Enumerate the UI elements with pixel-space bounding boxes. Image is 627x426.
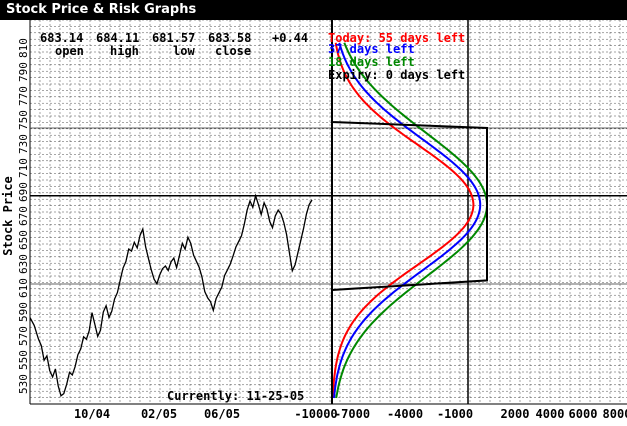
price-line: [29, 193, 313, 397]
high-value: 684.11: [96, 31, 139, 45]
y-tick-label: 690: [17, 182, 30, 202]
risk-series: [331, 42, 488, 399]
risk-curve: [331, 42, 475, 399]
close-value: 683.58: [208, 31, 251, 45]
x-tick-label-time: 02/05: [141, 407, 177, 421]
y-tick-label: 570: [17, 326, 30, 346]
y-tick-label: 630: [17, 254, 30, 274]
x-tick-label-pl: -10000: [294, 407, 337, 421]
y-tick-label: 670: [17, 206, 30, 226]
legend-expiry: Expiry: 0 days left: [328, 68, 465, 82]
y-tick-label: 650: [17, 230, 30, 250]
low-value: 681.57: [152, 31, 195, 45]
change-value: +0.44: [272, 31, 308, 45]
chart-area: 530 550 570 590 610 630 650 670 690 710 730 750 770 7…: [0, 20, 627, 426]
low-label: low: [173, 44, 195, 58]
y-tick-label: 550: [17, 350, 30, 370]
risk-curve: [333, 42, 482, 399]
open-value: 683.14: [40, 31, 83, 45]
y-tick-label: 810: [17, 38, 30, 58]
close-label: close: [215, 44, 251, 58]
x-tick-label-pl: 2000: [501, 407, 530, 421]
y-axis-label: Stock Price: [1, 176, 15, 255]
legend-green: 18 days left: [328, 55, 415, 69]
window-title: Stock Price & Risk Graphs: [6, 2, 197, 17]
legend-blue: 37 days left: [328, 42, 415, 56]
x-tick-label-pl: 6000: [569, 407, 598, 421]
y-tick-label: 770: [17, 86, 30, 106]
legend: Today: 55 days left 37 days left 18 days…: [328, 31, 465, 82]
x-tick-labels: 10/04 02/05 06/05 -10000-7000 -4000 -1000 2000…: [74, 407, 627, 421]
y-tick-label: 710: [17, 158, 30, 178]
x-tick-label-pl: -4000: [387, 407, 423, 421]
y-tick-label: 790: [17, 62, 30, 82]
y-tick-label: 530: [17, 374, 30, 394]
legend-today: Today: 55 days left: [328, 31, 465, 45]
y-tick-label: 590: [17, 302, 30, 322]
x-tick-label-pl: -7000: [334, 407, 370, 421]
x-tick-label-time: 06/05: [204, 407, 240, 421]
y-tick-label: 730: [17, 134, 30, 154]
x-tick-label-pl: -1000: [437, 407, 473, 421]
risk-curve: [331, 44, 488, 398]
y-tick-label: 610: [17, 278, 30, 298]
title-bar: Stock Price & Risk Graphs: [0, 0, 627, 20]
quote-header: 683.14 open 684.11 high 681.57 low 683.5…: [40, 31, 308, 58]
y-tick-labels: 530 550 570 590 610 630 650 670 690 710 730 750 770 7…: [17, 38, 30, 394]
y-tick-label: 750: [17, 110, 30, 130]
price-series: [29, 193, 313, 397]
x-tick-label-pl: 4000: [536, 407, 565, 421]
x-tick-label-time: 10/04: [74, 407, 110, 421]
grid: [29, 20, 627, 405]
high-label: high: [110, 44, 139, 58]
x-tick-label-pl: 8000: [603, 407, 627, 421]
currently-label: Currently: 11-25-05: [167, 389, 304, 403]
reference-lines: [30, 127, 627, 285]
open-label: open: [55, 44, 84, 58]
risk-curve: [335, 42, 488, 399]
